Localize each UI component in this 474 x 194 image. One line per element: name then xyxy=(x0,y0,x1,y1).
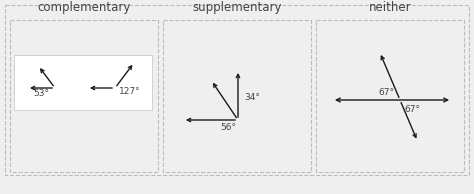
FancyBboxPatch shape xyxy=(316,20,464,172)
Text: 67°: 67° xyxy=(404,105,420,114)
Text: supplementary: supplementary xyxy=(192,1,282,14)
Text: 56°: 56° xyxy=(220,123,236,132)
Text: 34°: 34° xyxy=(244,93,260,102)
Text: complementary: complementary xyxy=(37,1,131,14)
Text: 67°: 67° xyxy=(378,88,394,97)
FancyBboxPatch shape xyxy=(163,20,311,172)
FancyBboxPatch shape xyxy=(14,55,152,110)
Text: 127°: 127° xyxy=(119,87,141,96)
Text: 53°: 53° xyxy=(33,89,49,98)
Text: neither: neither xyxy=(369,1,411,14)
FancyBboxPatch shape xyxy=(10,20,158,172)
FancyBboxPatch shape xyxy=(5,5,469,175)
